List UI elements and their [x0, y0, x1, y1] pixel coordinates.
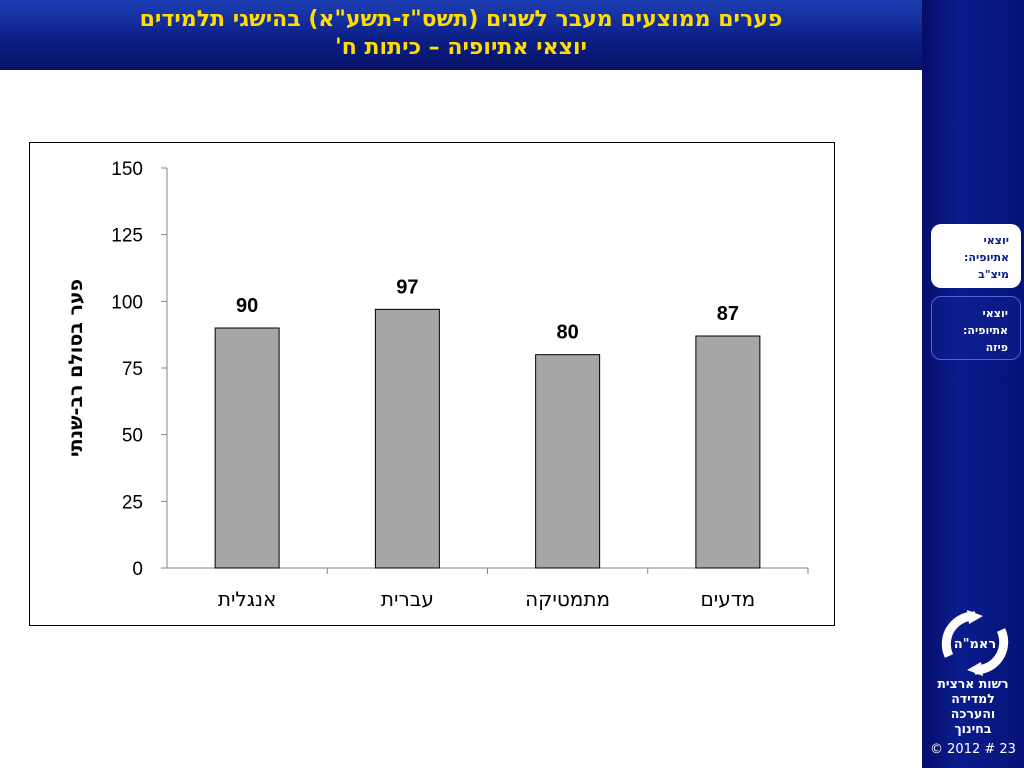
- x-category-label: מתמטיקה: [525, 587, 610, 611]
- slide-title-line-2: יוצאי אתיופיה – כיתות ח': [334, 35, 588, 60]
- org-name-line: והערכה: [950, 706, 996, 721]
- chart-frame: 0 25 50 75 100 125 150 פער בסולם רב-שנתי 90 אנגלי…: [29, 142, 835, 626]
- x-category-label: עברית: [381, 587, 434, 611]
- x-category-label: מדעים: [700, 587, 755, 611]
- nav-tab-ethiopia-meitzav[interactable]: יוצאי אתיופיה: מיצ"ב: [931, 224, 1021, 288]
- nav-tab-label-line: יוצאי: [983, 234, 1009, 247]
- data-label: 90: [236, 295, 258, 317]
- rama-logo-icon: ראמ"ה: [941, 610, 1009, 676]
- x-category-label: אנגלית: [218, 587, 277, 611]
- nav-tab-label-line: אתיופיה:: [963, 324, 1008, 337]
- nav-tab-label-line: יוצאי: [982, 307, 1008, 320]
- y-tick-label: 50: [122, 426, 143, 447]
- bar-3: [535, 354, 601, 569]
- nav-tab-label-line: אתיופיה:: [964, 251, 1009, 264]
- y-axis-title: פער בסולם רב-שנתי: [65, 279, 87, 457]
- data-label: 87: [717, 303, 739, 325]
- bar-4: [695, 335, 761, 569]
- slide-title-bar: פערים ממוצעים מעבר לשנים (תשס"ז-תשע"א) ב…: [0, 0, 922, 70]
- navigation-sidebar: יוצאי אתיופיה: מיצ"ב יוצאי אתיופיה: פיזה…: [922, 0, 1024, 768]
- y-tick-label: 150: [111, 159, 143, 180]
- y-tick-label: 125: [111, 226, 143, 247]
- slide-title-line-1: פערים ממוצעים מעבר לשנים (תשס"ז-תשע"א) ב…: [139, 7, 783, 32]
- nav-tab-ethiopia-pisa[interactable]: יוצאי אתיופיה: פיזה: [931, 296, 1021, 360]
- logo-text: ראמ"ה: [954, 637, 996, 652]
- nav-tab-label-line: מיצ"ב: [978, 268, 1009, 281]
- bar-2: [374, 308, 440, 569]
- organization-name: רשות ארצית למדידה והערכה בחינוך: [922, 676, 1024, 736]
- bar-1: [214, 327, 280, 569]
- data-label: 97: [396, 276, 418, 298]
- org-name-line: בחינוך: [954, 721, 992, 736]
- bar-chart: 0 25 50 75 100 125 150 פער בסולם רב-שנתי 90 אנגלי…: [65, 159, 809, 611]
- y-tick-label: 75: [122, 359, 143, 380]
- org-name-line: למדידה: [951, 691, 995, 706]
- y-tick-label: 25: [122, 492, 143, 513]
- y-tick-label: 0: [132, 559, 143, 580]
- y-tick-label: 100: [111, 292, 143, 313]
- data-label: 80: [557, 322, 579, 344]
- org-name-line: רשות ארצית: [937, 676, 1009, 691]
- nav-tab-label-line: פיזה: [985, 341, 1008, 354]
- copyright-slide-number: © 2012 # 23: [930, 742, 1016, 757]
